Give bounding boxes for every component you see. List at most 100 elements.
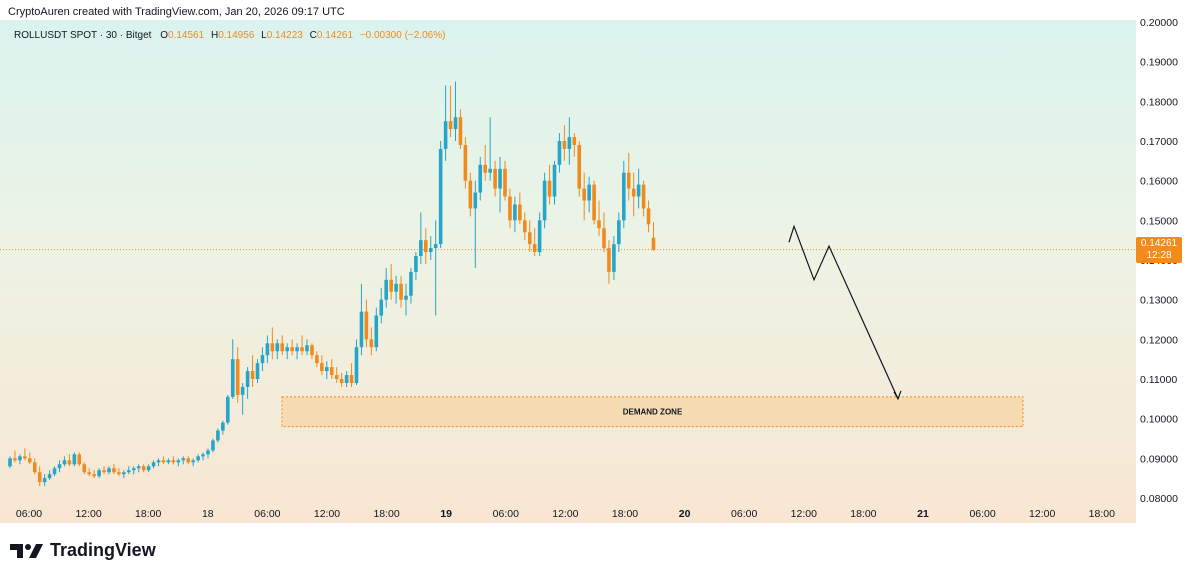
x-tick-label: 18:00 [135, 508, 161, 520]
tradingview-brand-text: TradingView [50, 540, 156, 560]
candle-body [582, 188, 586, 201]
candle-body [438, 148, 443, 245]
candle-body [404, 295, 408, 300]
x-tick-label: 18:00 [850, 508, 876, 520]
bar-countdown-label: 12:28 [1146, 249, 1172, 261]
candle-body [226, 396, 230, 423]
candle-body [493, 168, 497, 189]
candle-body [250, 371, 255, 379]
candle-body [562, 141, 567, 149]
candle-body [433, 244, 438, 249]
candle-body [389, 279, 393, 292]
chart-plot-area[interactable] [0, 20, 1136, 523]
candle-body [612, 244, 616, 272]
candle-body [112, 468, 116, 473]
candle-body [186, 458, 190, 463]
candle-body [97, 470, 101, 477]
candle-body [280, 343, 285, 352]
candle-body [136, 466, 141, 469]
projection-path [788, 224, 899, 400]
high-label: H [210, 30, 219, 41]
candle-body [384, 279, 388, 300]
candle-body [77, 454, 82, 465]
x-tick-label: 12:00 [75, 508, 101, 520]
candle-body [191, 460, 195, 463]
candle-body [547, 180, 552, 197]
symbol-name: ROLLUSDT SPOT · 30 · Bitget [14, 30, 152, 41]
change-value: −0.00300 (−2.06%) [359, 30, 446, 41]
candle-body [151, 462, 156, 467]
candle-body [592, 184, 596, 221]
candle-body [537, 220, 542, 253]
candle-body [166, 460, 171, 463]
candle-body [196, 456, 200, 461]
candle-body [424, 240, 428, 253]
close-label: C [309, 30, 317, 41]
candle-body [290, 347, 294, 352]
open-label: O [160, 30, 169, 41]
candle-body [92, 474, 96, 477]
candle-body [230, 359, 235, 397]
candle-body [62, 460, 67, 465]
y-tick-label: 0.18000 [1140, 96, 1178, 108]
candle-body [364, 311, 369, 340]
candle-body [8, 458, 12, 467]
current-price-label: 0.14261 [1140, 237, 1178, 249]
price-axis[interactable] [1136, 20, 1200, 523]
candle-body [409, 271, 413, 296]
candle-body [13, 458, 17, 461]
x-tick-label: 19 [440, 508, 452, 520]
candle-body [211, 440, 215, 451]
candle-body [379, 299, 384, 316]
candle-body [572, 137, 577, 145]
candle-body [216, 430, 220, 441]
y-tick-label: 0.17000 [1140, 136, 1178, 148]
candle-body [513, 204, 517, 221]
high-value: 0.14956 [218, 30, 255, 41]
x-tick-label: 12:00 [791, 508, 817, 520]
y-tick-label: 0.12000 [1140, 334, 1178, 346]
x-tick-label: 12:00 [552, 508, 578, 520]
candle-body [260, 355, 265, 364]
tradingview-logo[interactable]: TradingView [10, 540, 156, 561]
candle-body [626, 172, 631, 189]
candle-body [617, 220, 621, 245]
x-tick-label: 06:00 [969, 508, 995, 520]
candle-body [206, 450, 210, 455]
candle-body [394, 283, 398, 292]
candle-body [651, 237, 656, 250]
candle-body [488, 168, 492, 173]
candle-body [329, 367, 334, 376]
candle-body [176, 460, 181, 463]
candle-body [518, 204, 522, 221]
candle-body [23, 456, 27, 459]
candle-body [52, 468, 57, 475]
candle-body [597, 220, 601, 229]
current-price-tag: 0.14261 12:28 [1136, 236, 1182, 263]
candle-body [240, 386, 245, 395]
y-tick-label: 0.09000 [1140, 453, 1178, 465]
candle-body [552, 164, 557, 197]
close-value: 0.14261 [316, 30, 354, 41]
candle-body [156, 460, 161, 463]
candle-body [478, 164, 483, 193]
y-tick-label: 0.13000 [1140, 295, 1178, 307]
candle-body [270, 343, 275, 352]
candle-body [334, 375, 339, 379]
candle-body [636, 184, 641, 197]
candle-body [631, 188, 636, 197]
candle-body [265, 343, 270, 356]
candle-body [443, 121, 448, 149]
candle-body [532, 244, 537, 253]
candle-body [503, 168, 507, 197]
candle-body [359, 311, 364, 348]
candle-body [468, 180, 473, 209]
candle-body [141, 466, 146, 471]
candle-body [72, 454, 77, 465]
candle-body [349, 375, 354, 383]
candle-body [577, 144, 582, 189]
candle-body [369, 339, 374, 348]
candle-body [102, 470, 106, 473]
candle-body [458, 117, 463, 145]
